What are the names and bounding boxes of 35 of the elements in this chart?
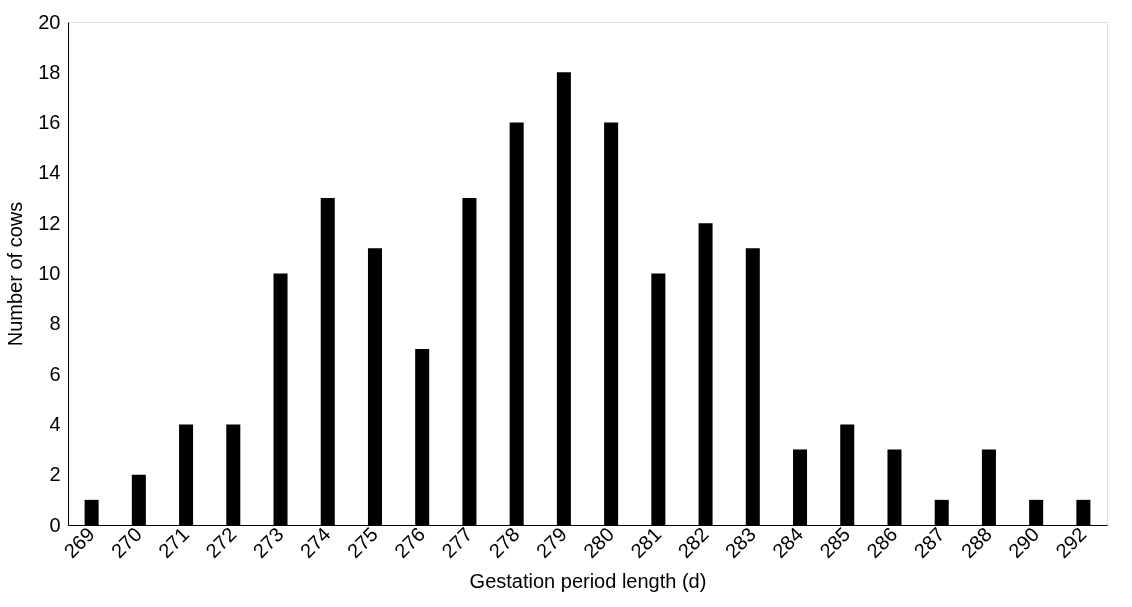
x-tick-label: 274	[295, 523, 335, 563]
x-tick-label: 269	[59, 523, 99, 563]
x-tick-label: 272	[201, 523, 241, 563]
x-tick-label: 271	[153, 523, 194, 563]
y-tick-label: 16	[38, 111, 61, 134]
y-tick-label: 20	[38, 10, 61, 33]
y-tick-label: 14	[38, 161, 61, 184]
x-tick-label: 278	[484, 523, 524, 563]
x-tick-label: 290	[1004, 523, 1044, 563]
x-tick-label: 273	[248, 523, 288, 563]
x-axis-title: Gestation period length (d)	[469, 570, 707, 593]
x-tick-label: 283	[720, 523, 760, 563]
x-tick-label: 286	[862, 523, 902, 563]
x-tick-label: 280	[579, 523, 619, 563]
x-tick-label: 276	[390, 523, 430, 563]
x-tick-label: 292	[1051, 523, 1091, 563]
x-tick-label: 284	[767, 523, 808, 563]
y-tick-label: 18	[38, 60, 61, 83]
y-tick-label: 8	[49, 312, 61, 335]
x-tick-label: 281	[626, 523, 666, 563]
y-tick-label: 2	[49, 463, 61, 486]
x-tick-label: 279	[531, 523, 571, 563]
x-tick-label: 285	[815, 523, 855, 563]
y-tick-label: 6	[49, 362, 61, 385]
y-axis-title: Number of cows	[4, 201, 27, 347]
x-tick-label: 282	[673, 523, 713, 563]
x-tick-label: 275	[342, 523, 383, 563]
y-tick-label: 4	[49, 412, 61, 435]
x-tick-label: 277	[437, 523, 477, 563]
x-tick-label: 288	[956, 523, 996, 563]
y-tick-label: 0	[49, 513, 61, 536]
y-tick-label: 10	[38, 262, 61, 284]
y-tick-label: 12	[38, 211, 61, 234]
x-tick-label: 270	[106, 523, 146, 563]
x-tick-label: 287	[909, 523, 949, 563]
